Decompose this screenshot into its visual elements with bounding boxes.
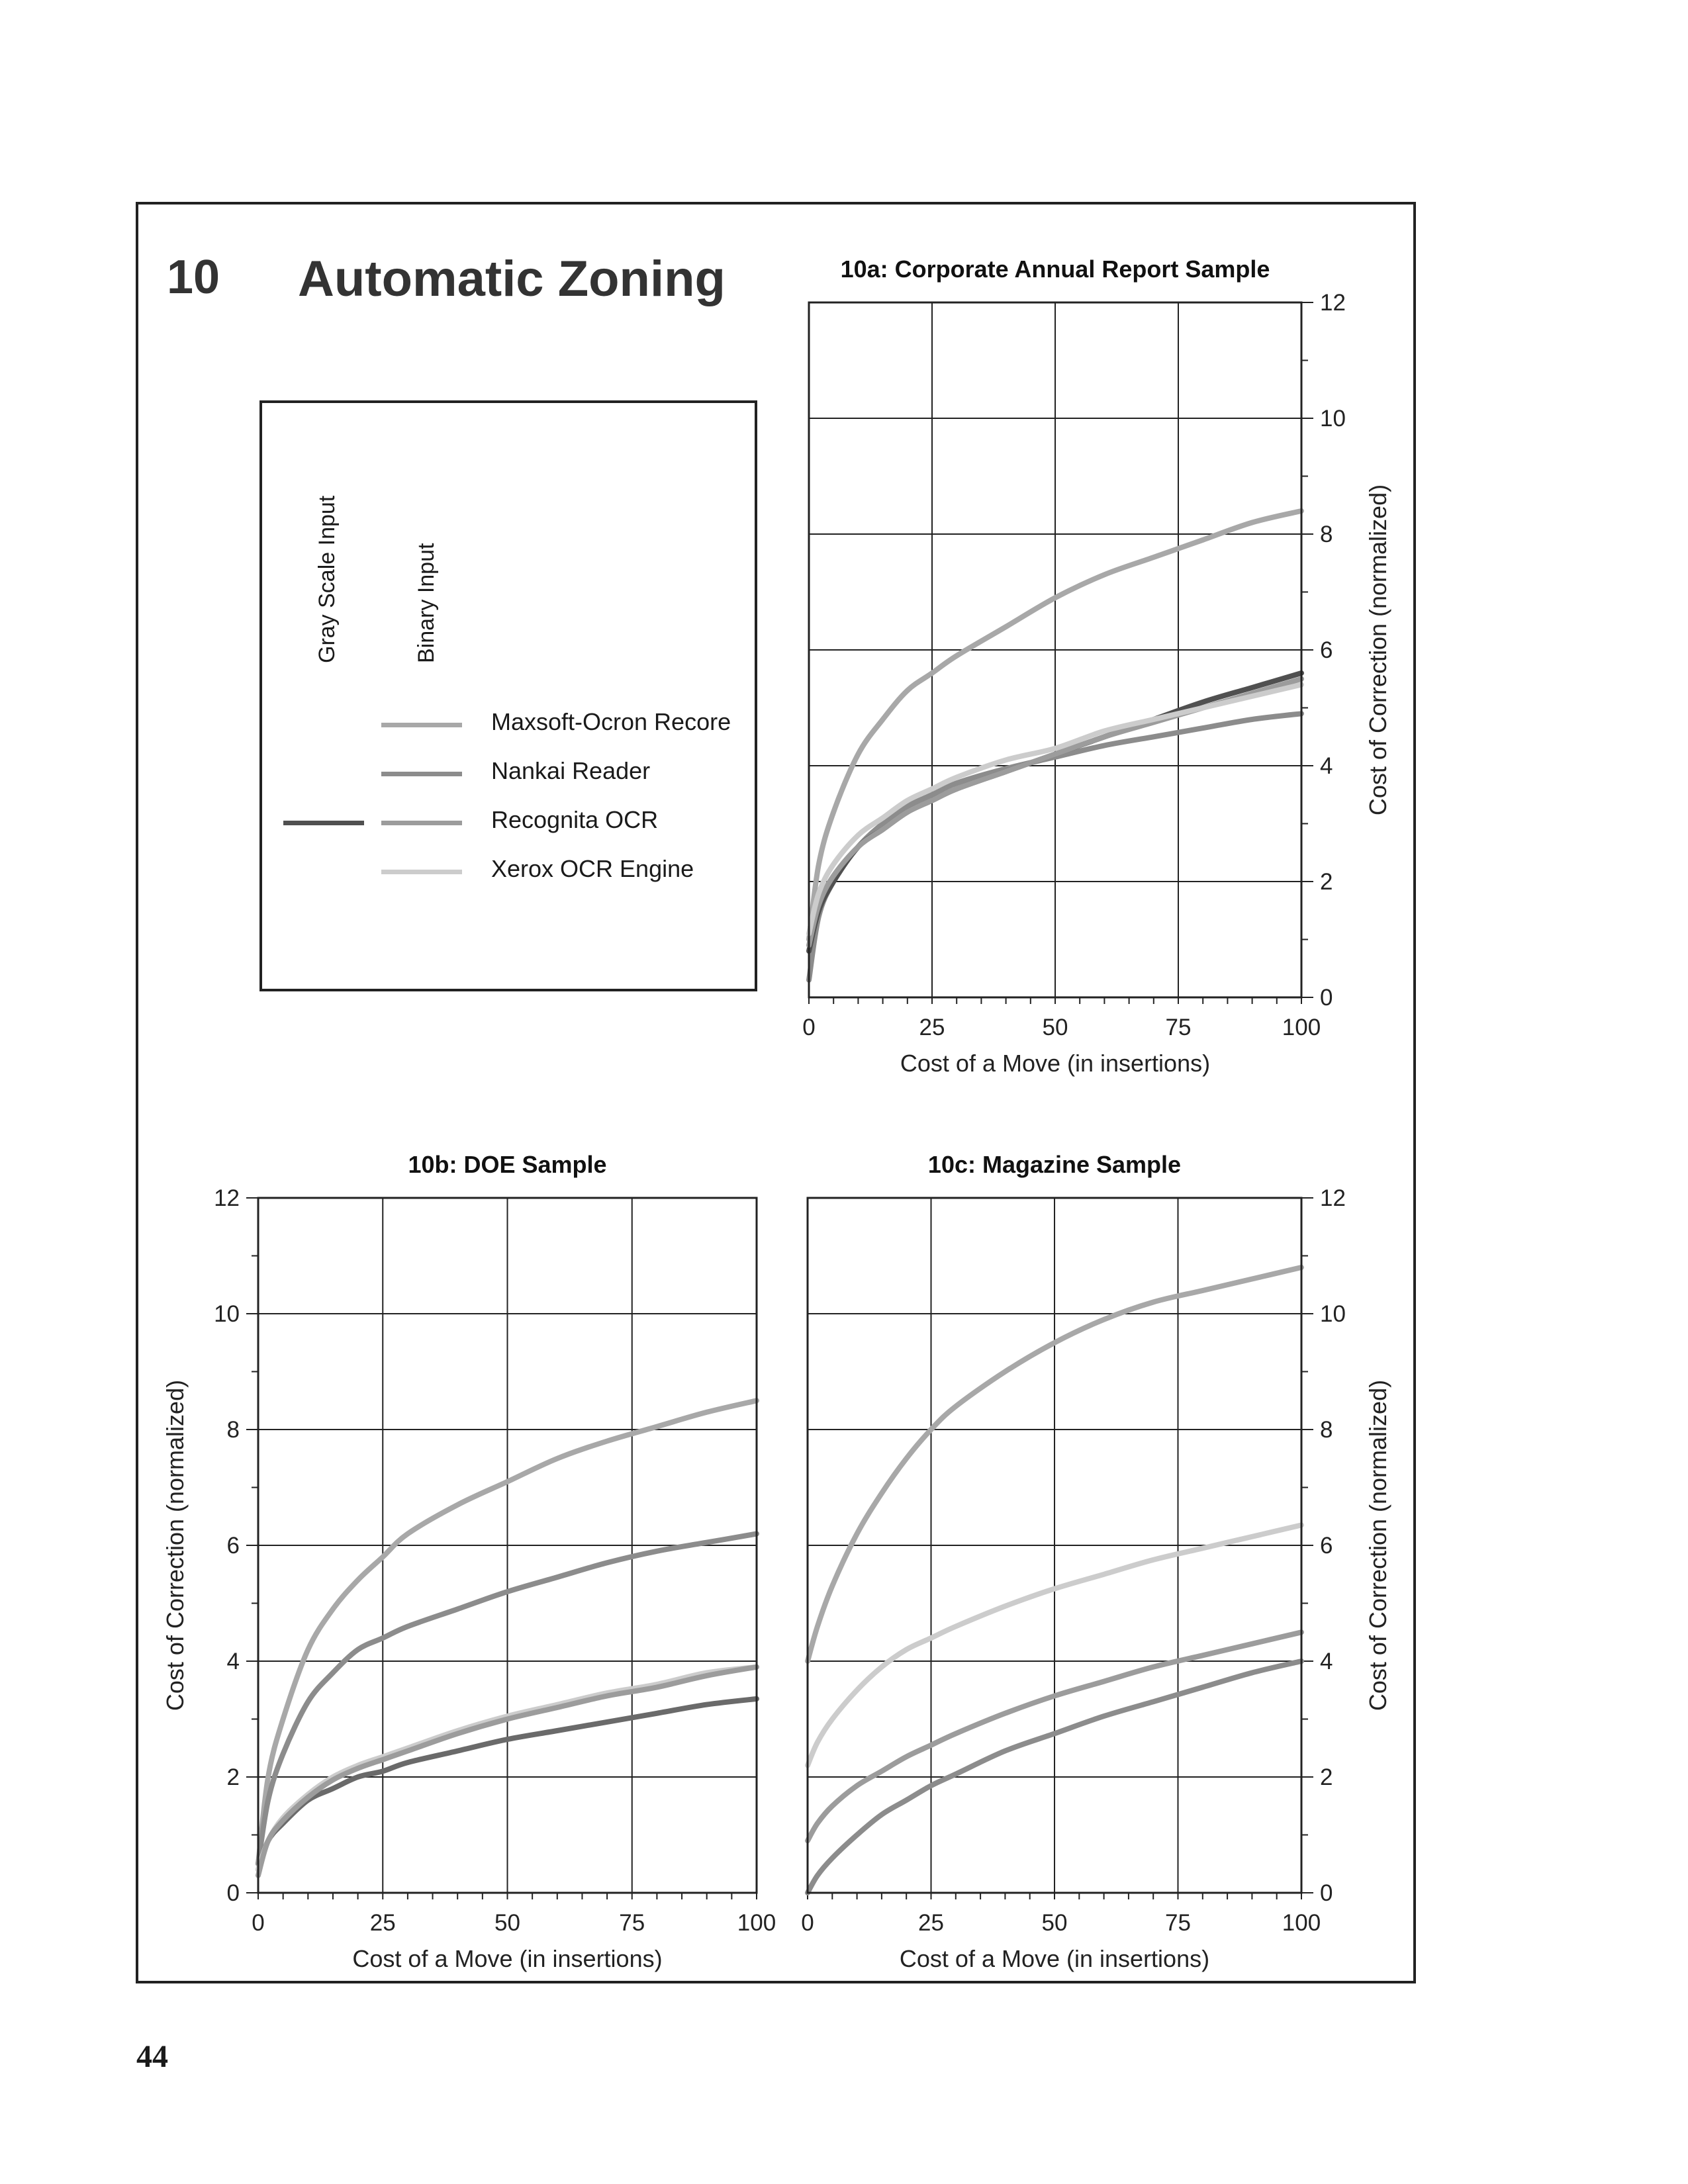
y-tick-label: 6 <box>1320 637 1333 663</box>
section-number: 10 <box>167 251 220 304</box>
legend-label-nankai: Nankai Reader <box>491 757 651 784</box>
series-line-maxsoft-ocron-recore <box>806 508 1304 942</box>
plot-border <box>808 301 1303 999</box>
legend-swatch-xerox <box>381 870 462 874</box>
y-tick-label: 0 <box>1320 985 1333 1011</box>
page-number: 44 <box>136 2039 168 2074</box>
legend <box>259 400 757 991</box>
x-tick-label: 75 <box>1166 1015 1192 1040</box>
legend-swatch-maxsoft <box>381 723 462 727</box>
series-line-xerox-ocr-engine <box>806 682 1304 936</box>
y-tick-label: 8 <box>1320 522 1333 547</box>
legend-swatch-recognita <box>381 821 462 825</box>
x-tick-label: 25 <box>919 1015 945 1040</box>
chart-title: 10a: Corporate Annual Report Sample <box>841 255 1270 283</box>
legend-label-xerox: Xerox OCR Engine <box>491 855 694 882</box>
x-tick-label: 50 <box>1043 1015 1068 1040</box>
y-tick-label: 10 <box>1320 406 1346 432</box>
legend-label-recognita: Recognita OCR <box>491 806 659 833</box>
figure-frame <box>136 202 1416 1983</box>
y-tick-label: 12 <box>1320 290 1346 316</box>
x-tick-label: 0 <box>802 1015 815 1040</box>
x-axis-label: Cost of a Move (in insertions) <box>900 1050 1210 1077</box>
x-tick-label: 100 <box>1282 1015 1321 1040</box>
y-tick-label: 2 <box>1320 869 1333 895</box>
y-axis-label: Cost of Correction (normalized) <box>1364 484 1391 815</box>
section-title: Automatic Zoning <box>298 251 726 307</box>
legend-label-maxsoft: Maxsoft-Ocron Recore <box>491 708 731 735</box>
legend-swatch-nankai <box>381 772 462 776</box>
y-tick-label: 4 <box>1320 753 1333 779</box>
legend-swatch-recognita-gray <box>283 821 364 825</box>
